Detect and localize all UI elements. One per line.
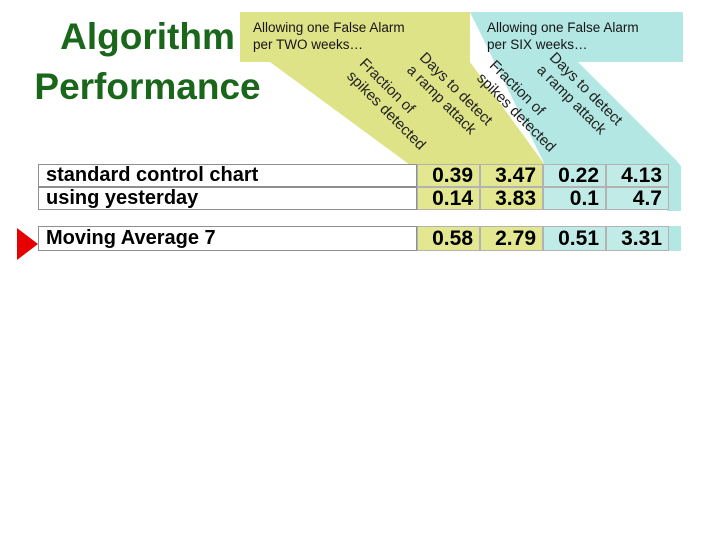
cell-six-fraction: 0.51 bbox=[543, 226, 606, 251]
cell-six-fraction: 0.1 bbox=[543, 187, 606, 210]
table-row: using yesterday 0.14 3.83 0.1 4.7 bbox=[38, 187, 669, 210]
slide-title: Algorithm Performance bbox=[34, 16, 261, 107]
cell-two-days: 3.47 bbox=[480, 164, 543, 187]
row-label: using yesterday bbox=[38, 187, 417, 210]
ribbon-six-weeks-shape bbox=[470, 12, 683, 211]
cell-two-fraction: 0.14 bbox=[417, 187, 480, 210]
ribbon-two-weeks-header: Allowing one False Alarm per TWO weeks… bbox=[253, 20, 405, 52]
table-row: Moving Average 7 0.58 2.79 0.51 3.31 bbox=[38, 226, 669, 251]
cell-six-fraction: 0.22 bbox=[543, 164, 606, 187]
cell-two-days: 2.79 bbox=[480, 226, 543, 251]
ribbon-six-weeks-header: Allowing one False Alarm per SIX weeks… bbox=[487, 20, 639, 52]
cell-six-days: 3.31 bbox=[606, 226, 669, 251]
cell-six-days: 4.13 bbox=[606, 164, 669, 187]
cell-two-days: 3.83 bbox=[480, 187, 543, 210]
ribbon-two-weeks-shape bbox=[240, 12, 545, 165]
row-label: Moving Average 7 bbox=[38, 226, 417, 251]
table-row: standard control chart 0.39 3.47 0.22 4.… bbox=[38, 164, 669, 187]
cell-two-fraction: 0.58 bbox=[417, 226, 480, 251]
row-marker-arrow-icon bbox=[17, 228, 38, 260]
cell-two-fraction: 0.39 bbox=[417, 164, 480, 187]
row-label: standard control chart bbox=[38, 164, 417, 187]
ribbon-six-weeks-strip bbox=[667, 226, 681, 251]
cell-six-days: 4.7 bbox=[606, 187, 669, 210]
